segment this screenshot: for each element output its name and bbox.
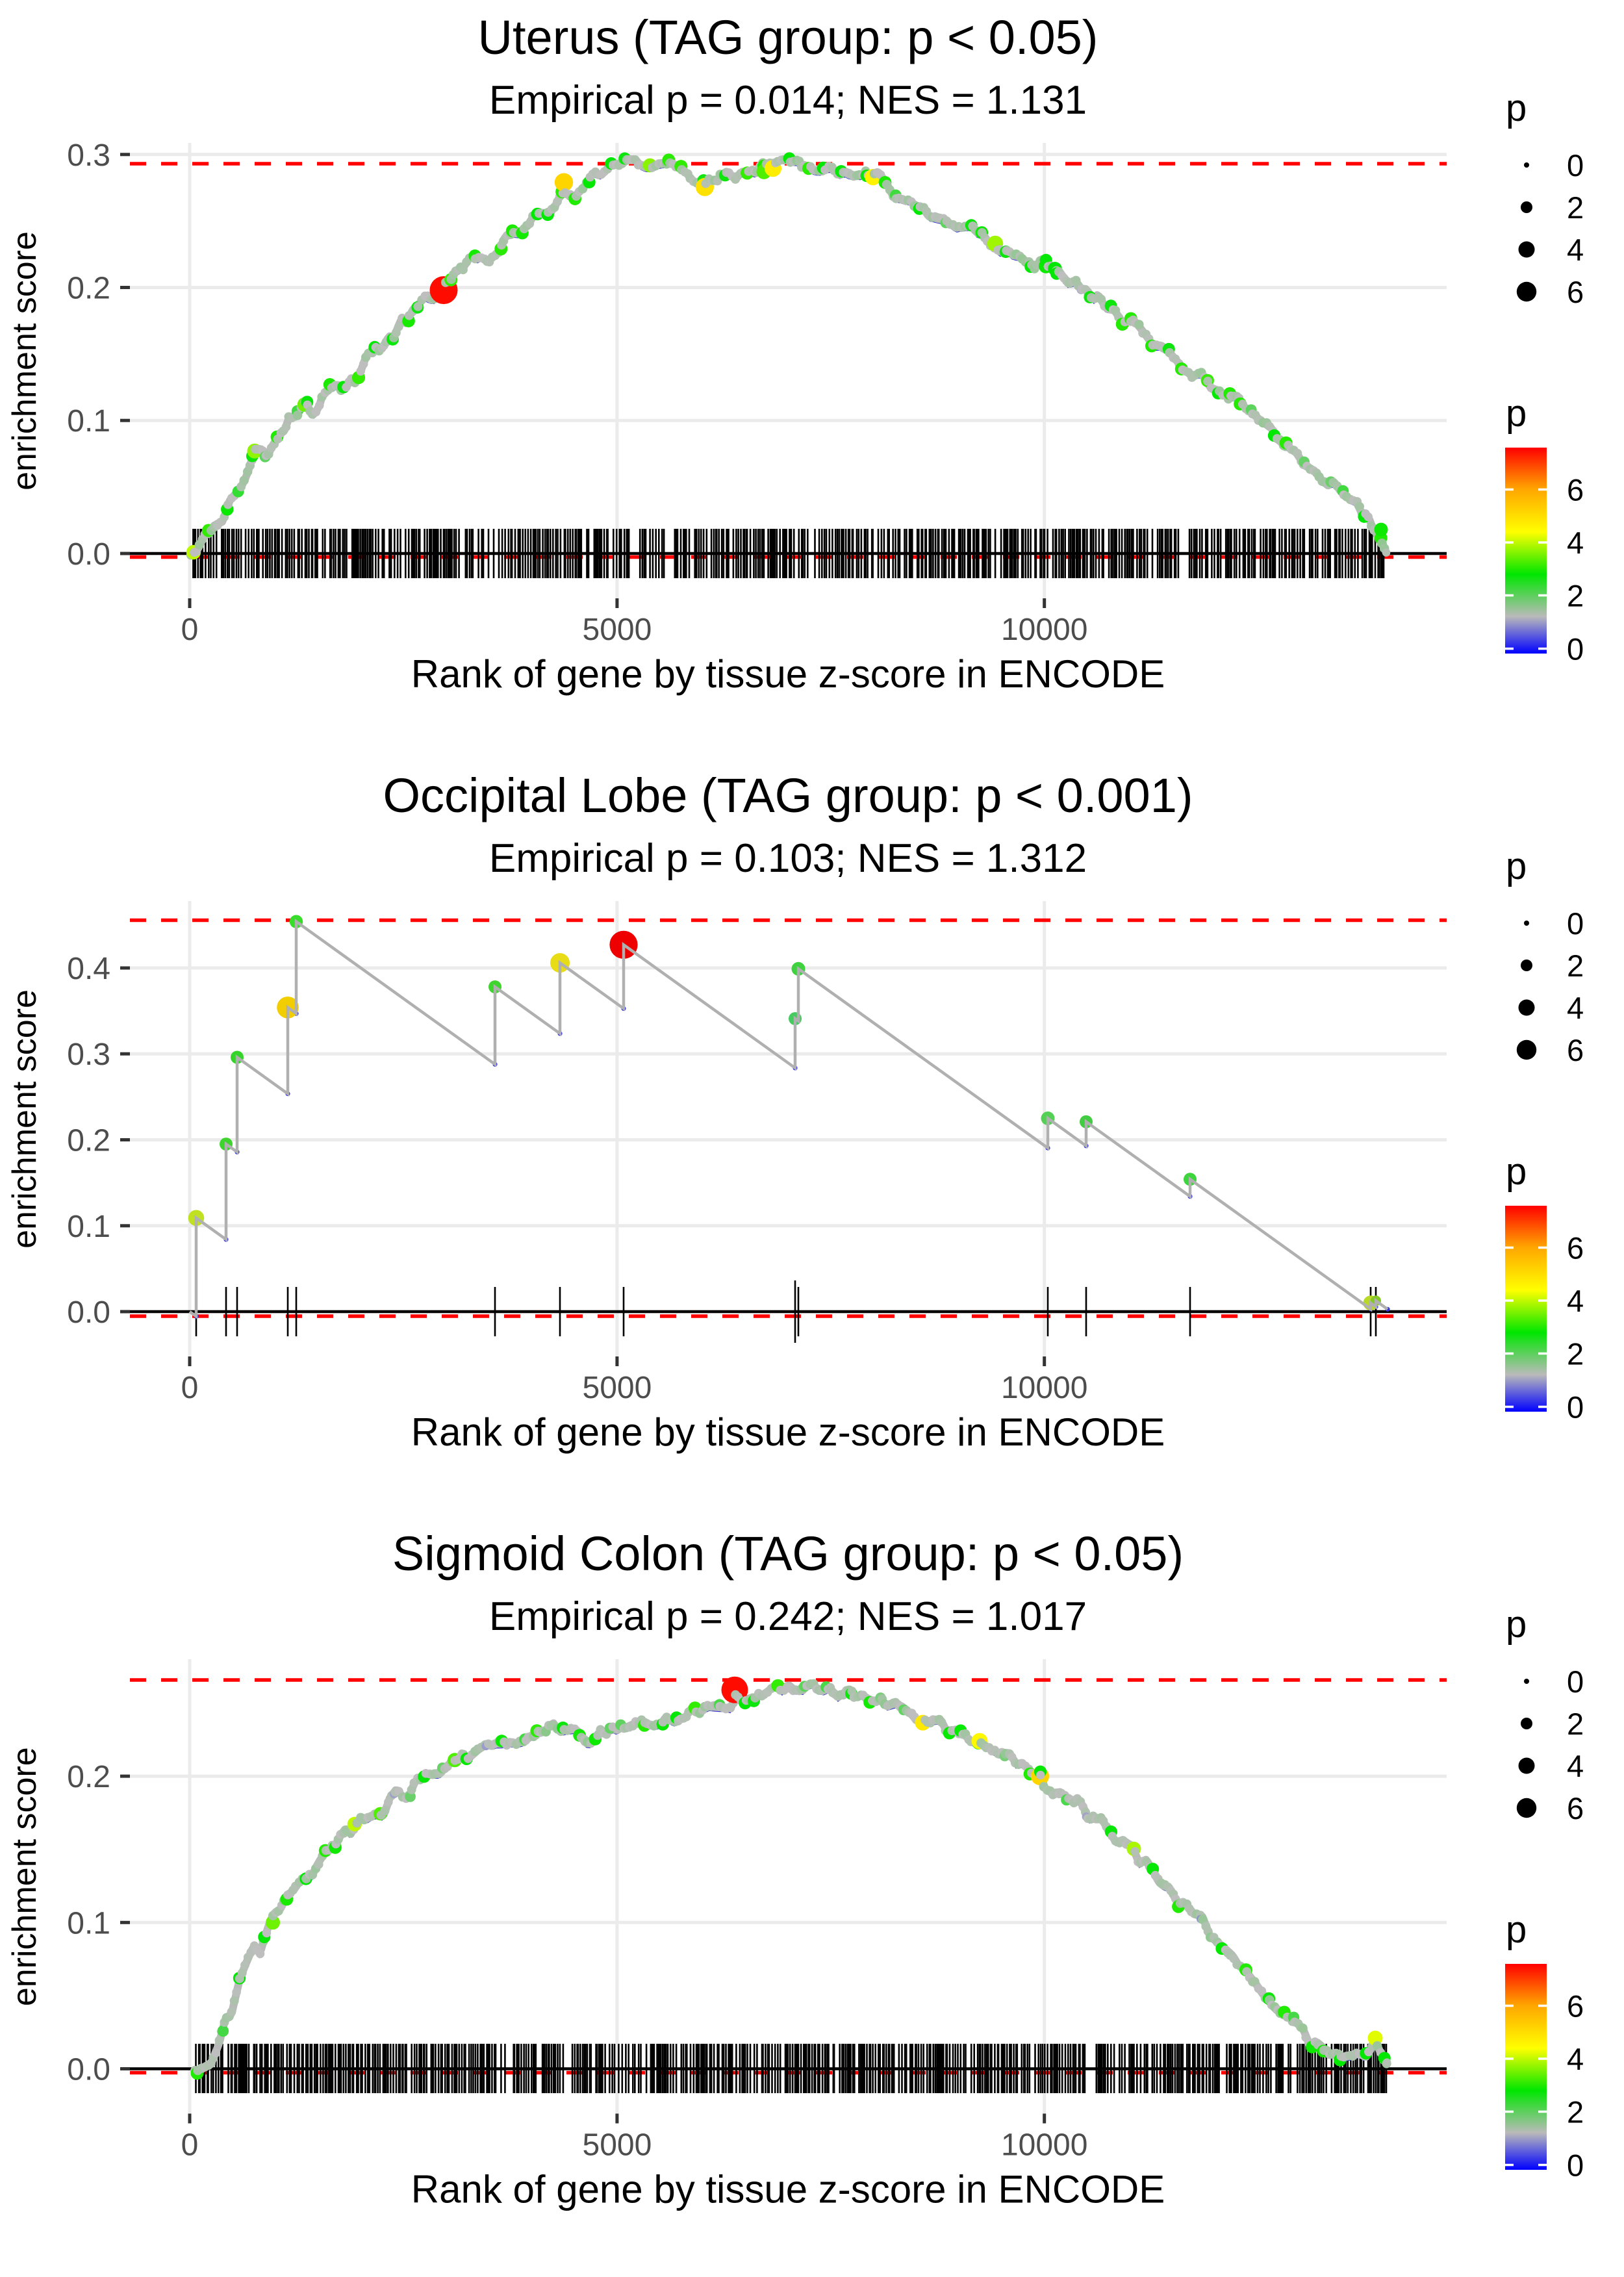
svg-text:p: p: [1506, 1909, 1527, 1951]
svg-text:0.1: 0.1: [67, 1210, 110, 1244]
svg-text:5000: 5000: [583, 1371, 652, 1405]
svg-text:Sigmoid Colon (TAG group: p <: Sigmoid Colon (TAG group: p < 0.05): [392, 1527, 1184, 1581]
svg-text:0.2: 0.2: [67, 1124, 110, 1158]
svg-text:p: p: [1506, 1151, 1527, 1193]
svg-text:2: 2: [1567, 1707, 1584, 1741]
svg-text:0.0: 0.0: [67, 2053, 110, 2087]
svg-text:enrichment score: enrichment score: [6, 989, 44, 1249]
svg-text:Uterus (TAG group: p < 0.05): Uterus (TAG group: p < 0.05): [478, 10, 1098, 64]
svg-text:5000: 5000: [583, 613, 652, 647]
svg-text:0.2: 0.2: [67, 272, 110, 306]
svg-text:6: 6: [1567, 473, 1584, 507]
svg-text:0: 0: [1567, 1664, 1584, 1699]
svg-text:Empirical p = 0.242; NES = 1.0: Empirical p = 0.242; NES = 1.017: [489, 1594, 1087, 1639]
svg-text:0.3: 0.3: [67, 138, 110, 173]
svg-text:p: p: [1506, 87, 1527, 129]
svg-text:6: 6: [1567, 1989, 1584, 2024]
svg-text:0: 0: [181, 613, 199, 647]
svg-text:10000: 10000: [1001, 1371, 1087, 1405]
svg-text:enrichment score: enrichment score: [6, 1747, 44, 2006]
svg-text:0.1: 0.1: [67, 1906, 110, 1940]
svg-text:Rank of gene by tissue z-score: Rank of gene by tissue z-score in ENCODE: [411, 1410, 1165, 1454]
svg-text:4: 4: [1567, 526, 1584, 560]
svg-text:5000: 5000: [583, 2128, 652, 2163]
svg-text:0.1: 0.1: [67, 404, 110, 439]
svg-text:10000: 10000: [1001, 613, 1087, 647]
svg-text:2: 2: [1567, 579, 1584, 613]
svg-text:10000: 10000: [1001, 2128, 1087, 2163]
svg-text:6: 6: [1567, 1033, 1584, 1067]
svg-text:Rank of gene by tissue z-score: Rank of gene by tissue z-score in ENCODE: [411, 2168, 1165, 2211]
svg-text:Rank of gene by tissue z-score: Rank of gene by tissue z-score in ENCODE: [411, 652, 1165, 696]
svg-text:6: 6: [1567, 275, 1584, 309]
svg-text:2: 2: [1567, 948, 1584, 983]
svg-text:0.0: 0.0: [67, 1295, 110, 1330]
svg-text:2: 2: [1567, 190, 1584, 225]
svg-text:Empirical p = 0.014; NES = 1.1: Empirical p = 0.014; NES = 1.131: [489, 78, 1087, 123]
svg-text:p: p: [1506, 392, 1527, 435]
svg-text:6: 6: [1567, 1231, 1584, 1266]
svg-text:4: 4: [1567, 991, 1584, 1025]
svg-text:0: 0: [1567, 632, 1584, 667]
svg-text:0.4: 0.4: [67, 952, 110, 986]
svg-text:enrichment score: enrichment score: [6, 231, 44, 490]
svg-text:0: 0: [1567, 906, 1584, 941]
svg-text:0: 0: [181, 2128, 199, 2163]
svg-text:6: 6: [1567, 1791, 1584, 1825]
svg-text:0: 0: [1567, 148, 1584, 183]
svg-text:0.3: 0.3: [67, 1037, 110, 1072]
svg-text:Empirical p = 0.103; NES = 1.3: Empirical p = 0.103; NES = 1.312: [489, 836, 1087, 881]
svg-text:4: 4: [1567, 1284, 1584, 1318]
svg-text:p: p: [1506, 1603, 1527, 1646]
svg-text:0: 0: [181, 1371, 199, 1405]
svg-text:2: 2: [1567, 2095, 1584, 2130]
svg-text:2: 2: [1567, 1337, 1584, 1371]
svg-text:0.2: 0.2: [67, 1760, 110, 1794]
svg-text:4: 4: [1567, 233, 1584, 267]
svg-text:p: p: [1506, 845, 1527, 887]
svg-text:0: 0: [1567, 2148, 1584, 2183]
svg-text:Occipital Lobe (TAG group: p <: Occipital Lobe (TAG group: p < 0.001): [383, 769, 1193, 822]
svg-text:0: 0: [1567, 1390, 1584, 1425]
svg-text:0.0: 0.0: [67, 537, 110, 572]
svg-text:4: 4: [1567, 2042, 1584, 2076]
svg-text:4: 4: [1567, 1749, 1584, 1783]
